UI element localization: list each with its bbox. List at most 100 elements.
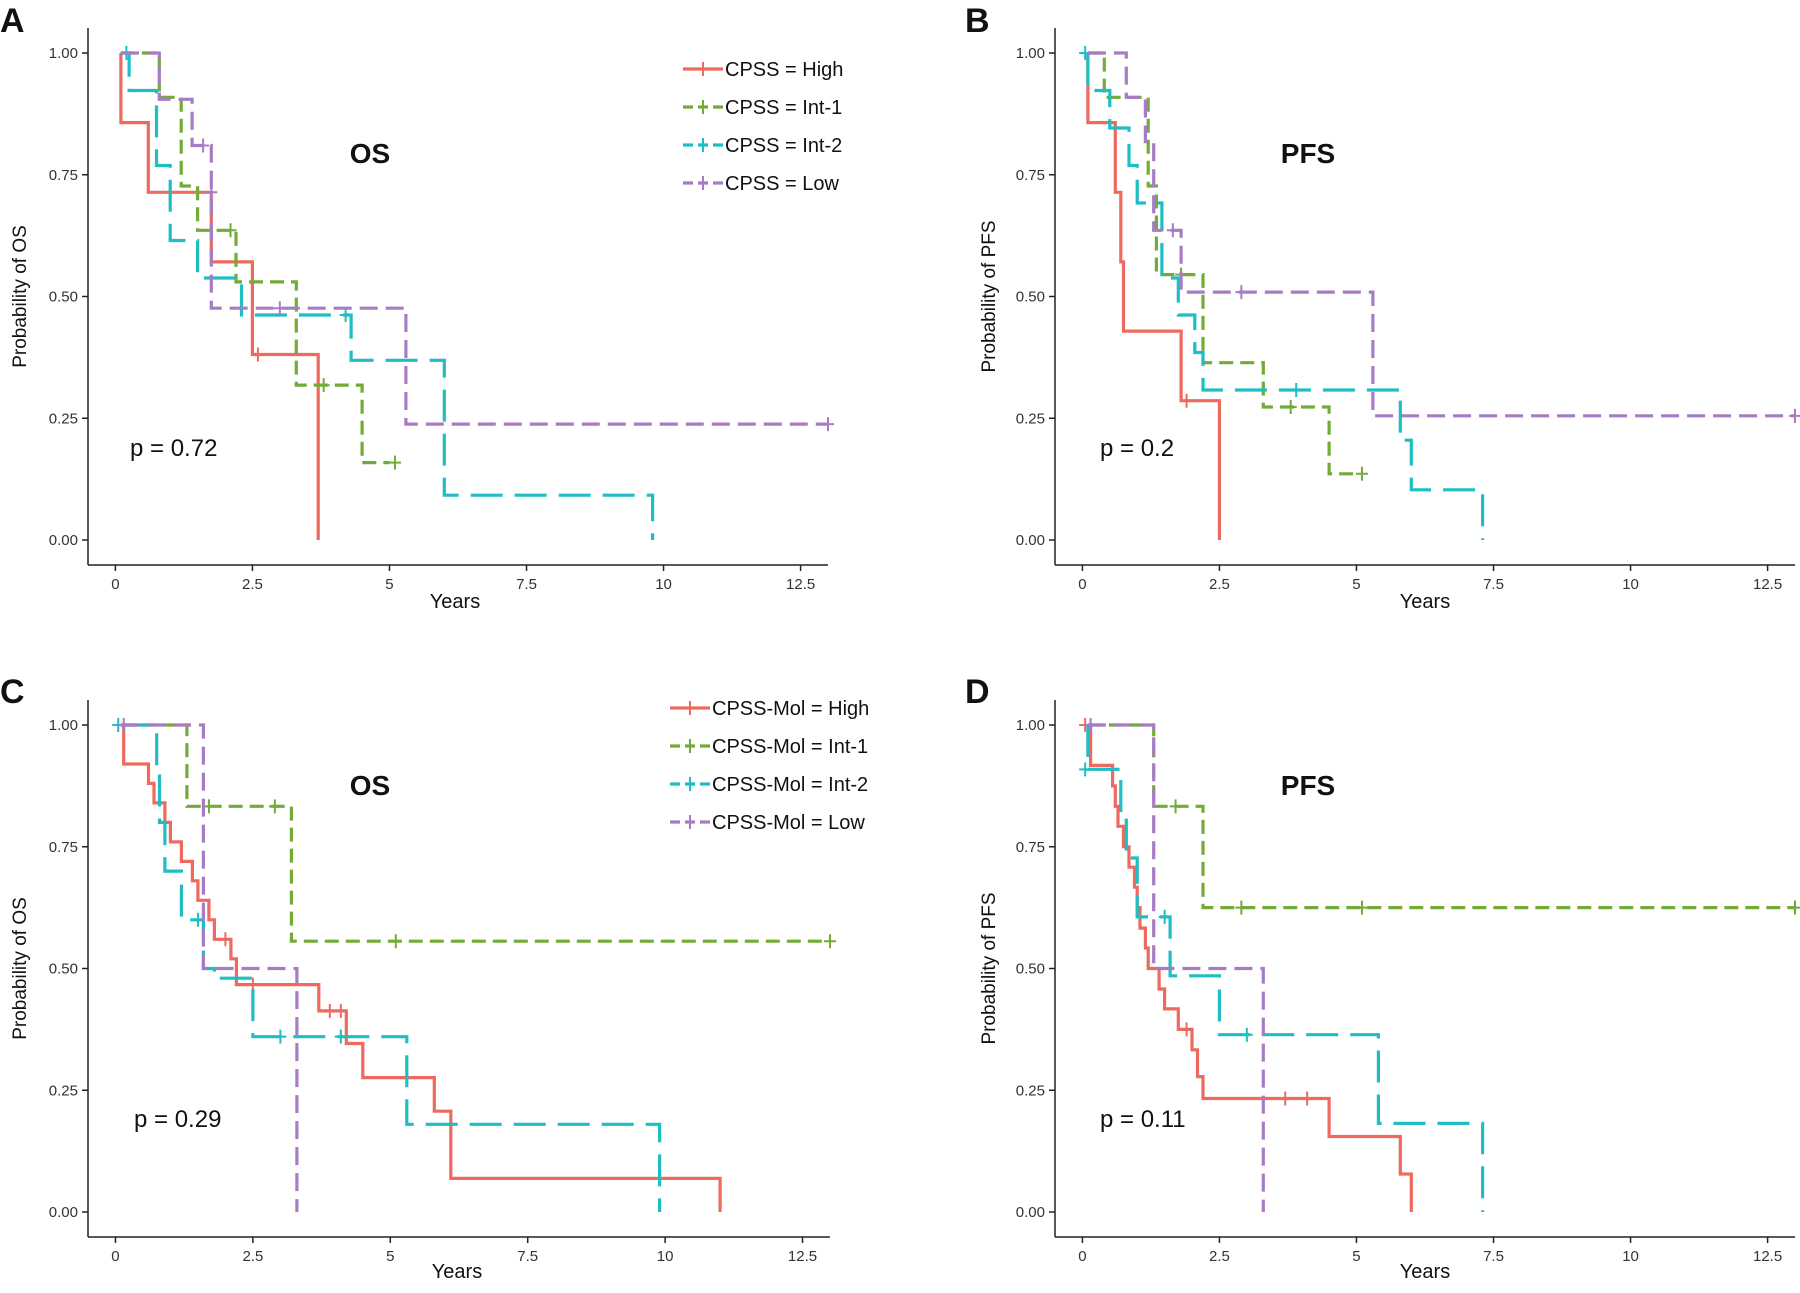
y-axis-label: Probability of OS <box>10 225 31 368</box>
x-tick-label: 5 <box>1352 1248 1360 1265</box>
x-tick-label: 12.5 <box>788 1248 817 1265</box>
y-tick-label: 1.00 <box>49 45 78 62</box>
y-tick-label: 0.50 <box>49 961 78 978</box>
censor-mark <box>251 347 264 362</box>
x-tick-label: 10 <box>655 576 672 593</box>
x-tick-label: 2.5 <box>1209 1248 1230 1265</box>
panel-label: D <box>965 673 990 711</box>
series-line-low <box>1087 723 1265 1212</box>
series-line-int-2 <box>121 723 662 1212</box>
x-tick-label: 7.5 <box>516 576 537 593</box>
censor-mark <box>1169 799 1182 814</box>
y-axis-label: Probability of PFS <box>979 220 1000 372</box>
censor-mark <box>197 138 210 153</box>
x-tick-label: 2.5 <box>242 1248 263 1265</box>
y-tick-label: 0.50 <box>1016 289 1045 306</box>
x-tick-label: 12.5 <box>1753 576 1782 593</box>
censor-mark <box>1180 393 1193 408</box>
censor-mark <box>1084 718 1097 732</box>
panel-label: C <box>0 673 25 711</box>
legend-label: CPSS-Mol = Int-1 <box>712 736 868 758</box>
y-tick-label: 0.00 <box>49 1204 78 1221</box>
censor-mark <box>822 417 834 432</box>
y-tick-label: 0.75 <box>1016 839 1045 856</box>
x-tick-label: 5 <box>385 576 393 593</box>
censor-mark <box>1355 466 1368 481</box>
censor-mark <box>1290 383 1303 398</box>
censor-mark <box>1789 408 1800 423</box>
y-tick-label: 0.50 <box>1016 961 1045 978</box>
censor-mark <box>1166 223 1179 238</box>
x-tick-label: 12.5 <box>786 576 815 593</box>
x-tick-label: 12.5 <box>1753 1248 1782 1265</box>
p-value-annotation: p = 0.29 <box>134 1106 221 1133</box>
chart-title: OS <box>350 770 390 801</box>
series-line-int-1 <box>1087 723 1795 910</box>
legend-label: CPSS = High <box>725 59 843 81</box>
y-tick-label: 1.00 <box>1016 45 1045 62</box>
x-tick-label: 7.5 <box>1483 576 1504 593</box>
panel-c: C 0.00 0.25 0.50 0.75 1.00 0 2.5 5 7.5 10 12.5 Years… <box>0 673 869 1283</box>
panel-b: B 0.00 0.25 0.50 0.75 1.00 0 2.5 5 7.5 10 12.5 Years… <box>965 2 1800 613</box>
panel-a: A 0.00 0.25 0.50 0.75 1.00 0 2.5 5 7.5 10 12.5 Years… <box>0 2 843 613</box>
y-tick-label: 0.75 <box>49 839 78 856</box>
series-line-int-2 <box>1086 53 1485 540</box>
series-line-high <box>1087 723 1413 1212</box>
y-tick-label: 0.75 <box>49 167 78 184</box>
legend-label: CPSS = Low <box>725 173 840 195</box>
censor-mark <box>334 1029 347 1044</box>
x-tick-label: 7.5 <box>517 1248 538 1265</box>
x-tick-label: 10 <box>657 1248 674 1265</box>
series-line-low <box>120 51 828 426</box>
legend: CPSS = High CPSS = Int-1 CPSS = Int-2 CPSS … <box>683 59 843 195</box>
y-tick-label: 0.00 <box>1016 532 1045 549</box>
series-line-low <box>121 723 299 1212</box>
series-line-int-1 <box>1087 51 1357 476</box>
censor-mark <box>334 1003 347 1018</box>
x-tick-label: 0 <box>111 1248 119 1265</box>
x-tick-label: 0 <box>1078 1248 1086 1265</box>
y-tick-label: 0.25 <box>1016 1082 1045 1099</box>
x-tick-label: 5 <box>1352 576 1360 593</box>
x-tick-label: 5 <box>386 1248 394 1265</box>
y-tick-label: 0.50 <box>49 289 78 306</box>
y-tick-label: 0.75 <box>1016 167 1045 184</box>
panel-d: D 0.00 0.25 0.50 0.75 1.00 0 2.5 5 7.5 10 12.5 Years… <box>965 673 1800 1283</box>
x-axis-label: Years <box>1400 1261 1450 1283</box>
censor-mark <box>117 718 130 732</box>
censor-mark <box>389 934 402 949</box>
series-line-int-2 <box>1086 725 1485 1212</box>
chart-title: PFS <box>1281 138 1335 169</box>
series-line-high <box>121 723 722 1212</box>
x-tick-label: 10 <box>1622 1248 1639 1265</box>
censor-mark <box>1789 900 1800 915</box>
series-line-int-2 <box>120 51 655 540</box>
censor-mark <box>1079 762 1092 777</box>
x-axis-label: Years <box>1400 591 1450 613</box>
x-tick-label: 7.5 <box>1483 1248 1504 1265</box>
series-line-high <box>119 53 320 540</box>
censor-mark <box>219 932 232 947</box>
x-tick-label: 10 <box>1622 576 1639 593</box>
p-value-annotation: p = 0.72 <box>130 435 217 462</box>
x-tick-label: 0 <box>111 576 119 593</box>
legend-label: CPSS-Mol = Int-2 <box>712 774 868 796</box>
y-tick-label: 0.00 <box>1016 1204 1045 1221</box>
censor-mark <box>1355 900 1368 915</box>
legend-label: CPSS-Mol = High <box>712 698 869 720</box>
series-line-int-1 <box>120 51 390 465</box>
censor-mark <box>824 934 836 949</box>
y-tick-label: 1.00 <box>1016 717 1045 734</box>
x-tick-label: 0 <box>1078 576 1086 593</box>
y-axis-label: Probability of OS <box>10 897 31 1040</box>
series-line-low <box>1087 51 1795 418</box>
p-value-annotation: p = 0.2 <box>1100 435 1174 462</box>
censor-mark <box>323 1003 336 1018</box>
censor-mark <box>1235 900 1248 915</box>
censor-mark <box>317 378 330 393</box>
legend-label: CPSS-Mol = Low <box>712 812 865 834</box>
y-tick-label: 0.25 <box>1016 410 1045 427</box>
censor-mark <box>273 301 286 316</box>
p-value-annotation: p = 0.11 <box>1100 1106 1186 1133</box>
censor-mark <box>1284 400 1297 415</box>
